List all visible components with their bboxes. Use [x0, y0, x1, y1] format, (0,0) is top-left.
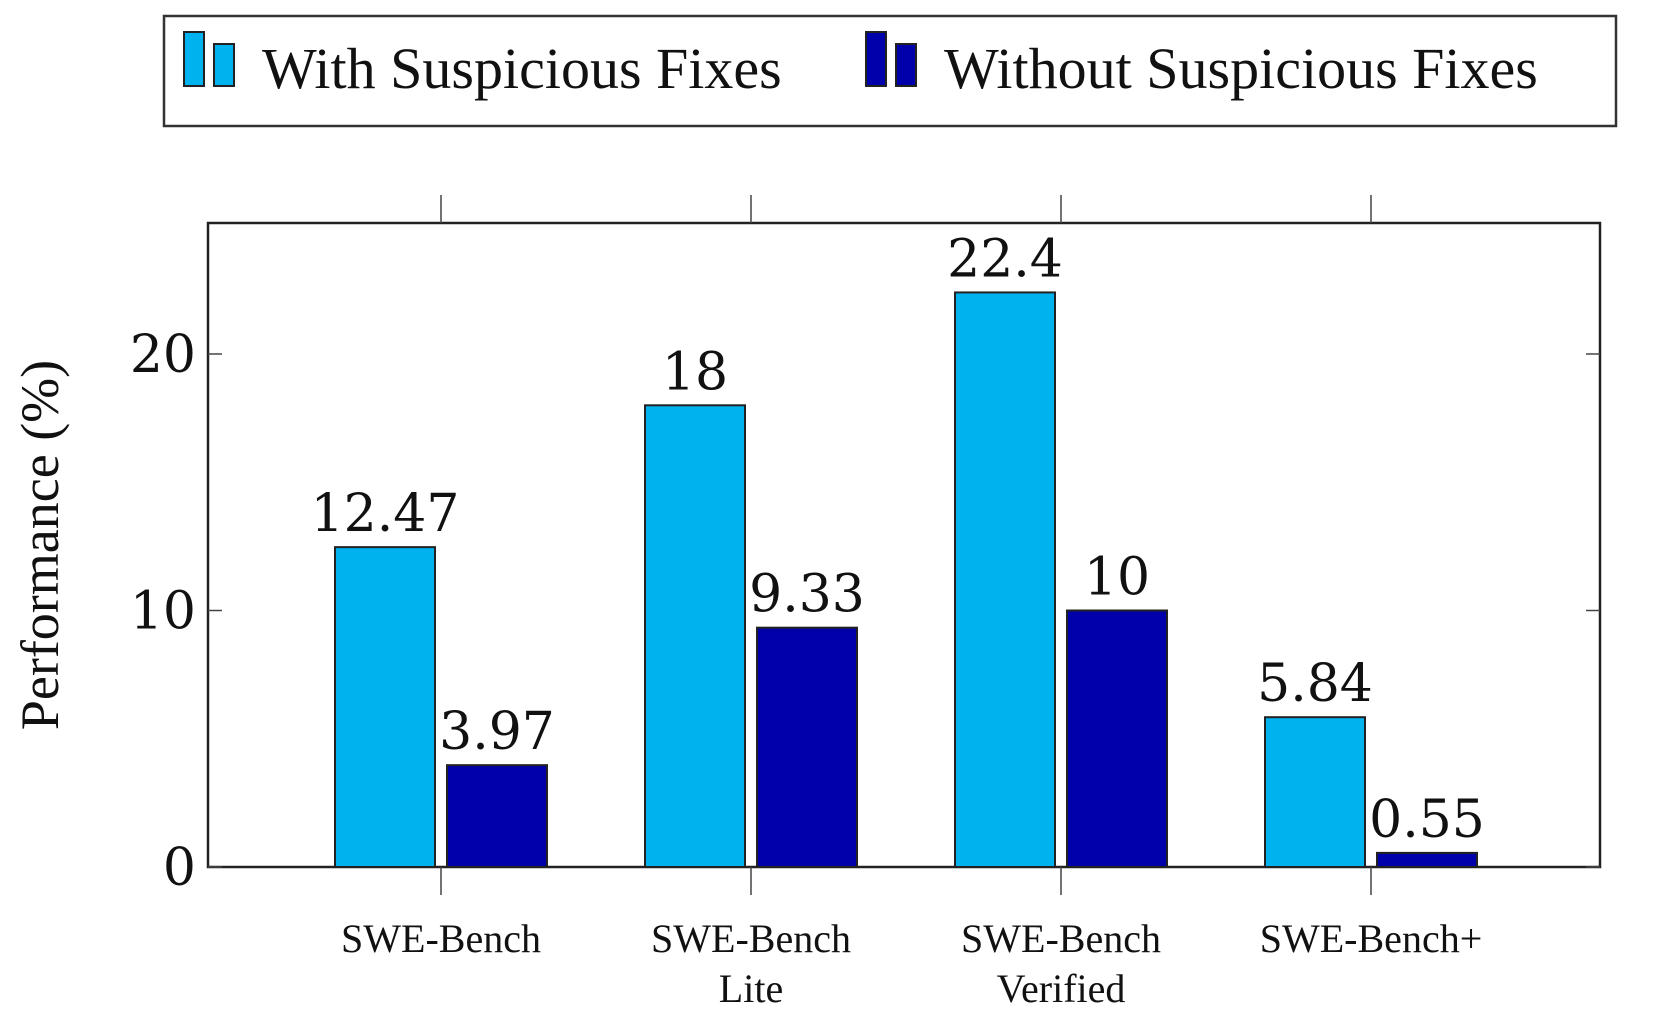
- legend-label: With Suspicious Fixes: [262, 36, 782, 101]
- bar-with-suspicious-fixes: [334, 546, 436, 868]
- y-tick-label: 0: [163, 838, 196, 898]
- legend-box: [162, 14, 1618, 128]
- y-tick-label: 10: [130, 582, 196, 642]
- legend-swatch: [865, 31, 887, 87]
- x-category-label: Lite: [719, 966, 783, 1009]
- bar-value-label: 3.97: [439, 702, 555, 762]
- y-axis-label: Performance (%): [10, 360, 70, 730]
- bar-with-suspicious-fixes: [1264, 716, 1366, 868]
- legend-label: Without Suspicious Fixes: [944, 36, 1538, 101]
- y-tick-label: 20: [130, 325, 196, 385]
- plot-area: [206, 221, 1602, 869]
- legend-swatch: [183, 31, 205, 87]
- bar-without-suspicious-fixes: [756, 626, 858, 868]
- bar-value-label: 12.47: [311, 484, 460, 544]
- bar-value-label: 0.55: [1369, 790, 1485, 850]
- x-category-label: SWE-Bench: [651, 916, 851, 961]
- legend: With Suspicious Fixes Without Suspicious …: [162, 14, 1618, 128]
- x-category-label: Verified: [997, 966, 1126, 1009]
- legend-swatch: [213, 43, 235, 87]
- bar-with-suspicious-fixes: [644, 404, 746, 868]
- bar-value-label: 10: [1084, 548, 1150, 608]
- x-category-label: SWE-Bench+: [1260, 916, 1483, 961]
- bar-with-suspicious-fixes: [954, 291, 1056, 868]
- x-category-label: SWE-Bench: [961, 916, 1161, 961]
- bar-value-label: 22.4: [947, 229, 1063, 289]
- legend-swatch: [895, 43, 917, 87]
- bar-value-label: 5.84: [1257, 654, 1373, 714]
- bar-value-label: 18: [662, 342, 728, 402]
- bar-without-suspicious-fixes: [1066, 609, 1168, 868]
- bar-without-suspicious-fixes: [1376, 851, 1478, 869]
- bar-without-suspicious-fixes: [446, 764, 548, 868]
- x-category-label: SWE-Bench: [341, 916, 541, 961]
- bar-value-label: 9.33: [749, 565, 865, 625]
